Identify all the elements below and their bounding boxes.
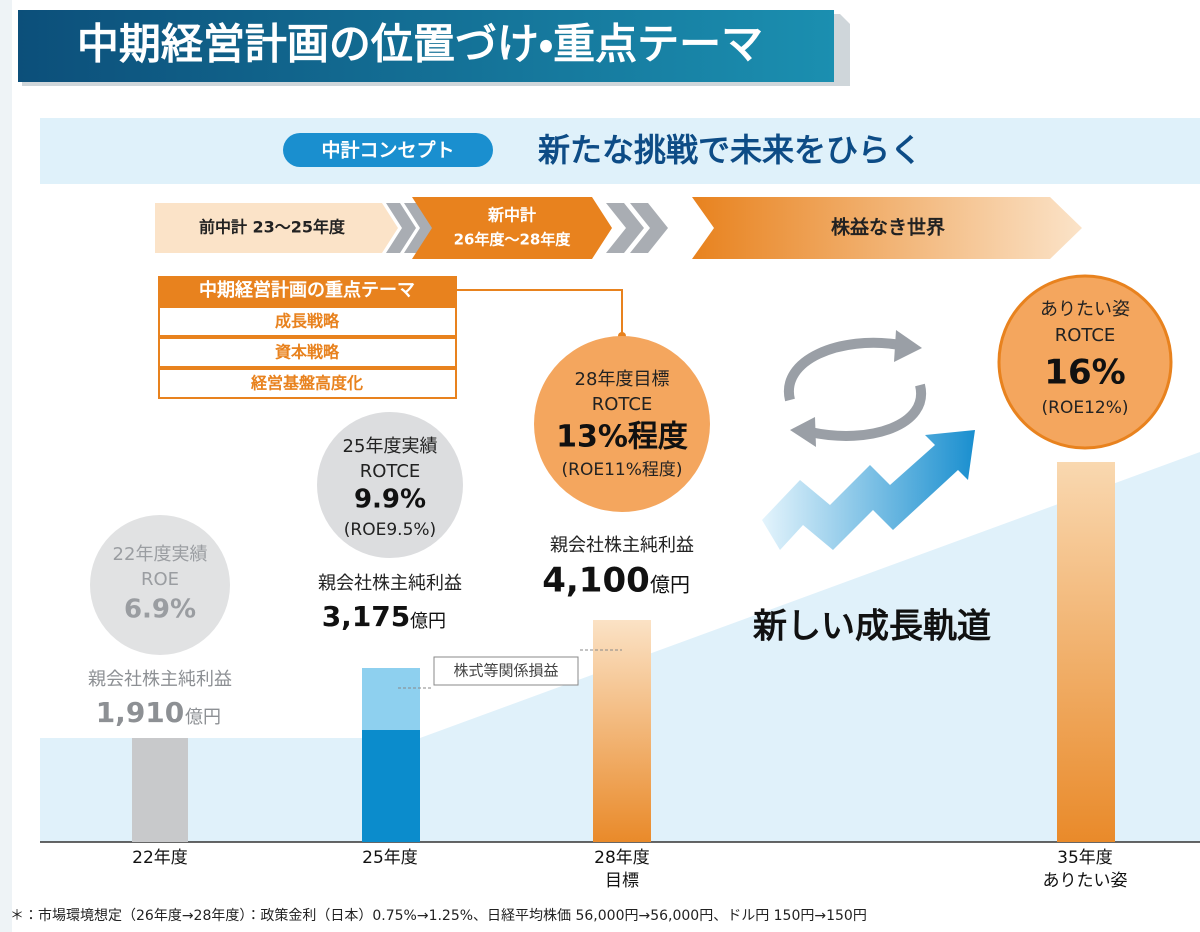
cycle-arrow bbox=[808, 383, 927, 441]
cycle-arrow-head bbox=[894, 330, 922, 362]
x-label: 25年度 bbox=[362, 848, 418, 868]
side-strip bbox=[0, 0, 12, 932]
cycle-arrow bbox=[783, 337, 901, 402]
footnote: ＊：市場環境想定（26年度→28年度）：政策金利（日本）0.75%→1.25%、… bbox=[10, 907, 867, 924]
profit-value: 4,100 bbox=[542, 561, 650, 601]
circle-text: ROE bbox=[141, 569, 179, 590]
connector bbox=[457, 289, 623, 336]
timeline-current bbox=[412, 197, 612, 259]
profit-value: 1,910 bbox=[96, 696, 185, 729]
bar-22 bbox=[132, 738, 188, 842]
x-label: 目標 bbox=[605, 871, 639, 891]
circle-25 bbox=[317, 412, 463, 558]
circle-value: 13%程度 bbox=[556, 420, 688, 455]
circle-22 bbox=[90, 515, 230, 655]
growth-arrow bbox=[762, 430, 975, 550]
circle-text: 22年度実績 bbox=[113, 544, 208, 565]
circle-value: 6.9% bbox=[124, 595, 196, 625]
trajectory: 新しい成長軌道 bbox=[752, 607, 991, 647]
circle-text: ROTCE bbox=[360, 461, 421, 482]
annotation: 株式等関係損益 bbox=[453, 662, 558, 680]
themes-header-text: 中期経営計画の重点テーマ bbox=[199, 279, 415, 301]
circle-35 bbox=[997, 274, 1173, 450]
profit-unit: 億円 bbox=[410, 611, 446, 632]
profit-unit: 億円 bbox=[185, 707, 221, 728]
theme-item: 成長戦略 bbox=[275, 312, 340, 331]
profit-value: 3,175 bbox=[322, 600, 411, 633]
circle-text: 28年度目標 bbox=[575, 369, 670, 390]
concept-band bbox=[40, 118, 1200, 184]
profit-unit: 億円 bbox=[650, 573, 690, 597]
chevrons bbox=[386, 203, 434, 253]
theme-item: 資本戦略 bbox=[275, 343, 340, 362]
x-label: 35年度 bbox=[1057, 848, 1113, 868]
bar-28 bbox=[593, 620, 651, 842]
theme-row bbox=[158, 368, 457, 399]
profit-label: 親会社株主純利益 bbox=[318, 573, 462, 594]
title-bar bbox=[18, 10, 834, 82]
x-label: 22年度 bbox=[132, 848, 188, 868]
cycle-arrow-head bbox=[790, 417, 816, 447]
x-label: 28年度 bbox=[594, 848, 650, 868]
timeline-previous bbox=[155, 203, 398, 253]
theme-row bbox=[158, 337, 457, 368]
chevrons bbox=[606, 203, 668, 253]
circle-text: ありたい姿 bbox=[1040, 299, 1130, 320]
bar-35 bbox=[1057, 462, 1115, 842]
bar-25 bbox=[362, 730, 420, 842]
circle-value: 16% bbox=[1044, 353, 1125, 393]
timeline-current-name: 新中計 bbox=[487, 206, 536, 225]
concept-headline: 新たな挑戦で未来をひらく bbox=[538, 131, 922, 169]
bar-25-equity bbox=[362, 668, 420, 730]
themes-header bbox=[158, 276, 457, 306]
circle-text: (ROE11%程度) bbox=[562, 460, 683, 480]
profit-label: 親会社株主純利益 bbox=[88, 669, 232, 690]
timeline-previous-text: 前中計 23〜25年度 bbox=[199, 218, 346, 237]
concept-badge bbox=[283, 133, 493, 167]
timeline-future bbox=[692, 197, 1082, 259]
title: 中期経営計画の位置づけ・重点テーマ bbox=[77, 20, 763, 69]
circle-28 bbox=[534, 336, 710, 512]
circle-text: (ROE12%) bbox=[1042, 398, 1129, 418]
annotation-box bbox=[433, 656, 579, 686]
x-label: ありたい姿 bbox=[1043, 871, 1128, 891]
circle-value: 9.9% bbox=[354, 485, 426, 515]
theme-row bbox=[158, 306, 457, 337]
profit-label: 親会社株主純利益 bbox=[550, 535, 694, 556]
circle-text: (ROE9.5%) bbox=[344, 520, 436, 540]
circle-text: ROTCE bbox=[592, 394, 653, 415]
circle-text: ROTCE bbox=[1055, 325, 1116, 346]
growth-area bbox=[40, 452, 1200, 842]
circle-text: 25年度実績 bbox=[343, 436, 438, 457]
concept-badge-text: 中計コンセプト bbox=[321, 139, 454, 162]
timeline-current-period: 26年度〜28年度 bbox=[454, 231, 571, 249]
theme-item: 経営基盤高度化 bbox=[250, 374, 363, 393]
timeline-future-text: 株益なき世界 bbox=[831, 216, 945, 239]
